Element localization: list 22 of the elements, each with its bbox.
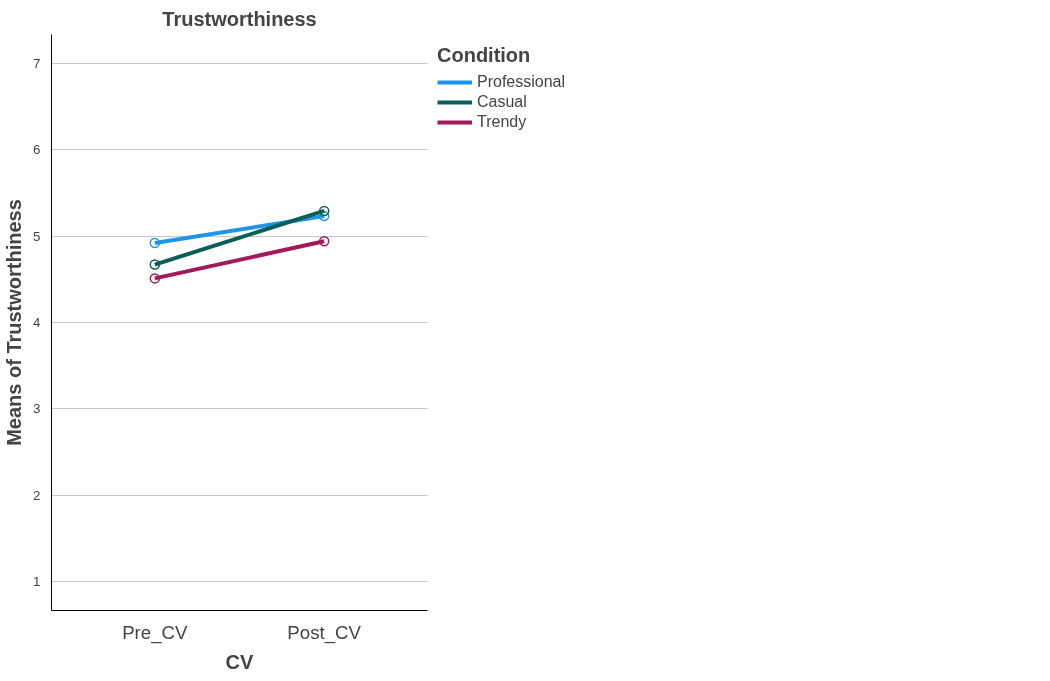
legend-label: Casual: [477, 93, 527, 111]
legend-title: Condition: [437, 44, 532, 67]
x-axis-title: CV: [225, 650, 255, 673]
point: [318, 205, 330, 217]
point: [149, 237, 161, 249]
point: [149, 273, 161, 284]
y-tick-label: 1: [33, 574, 41, 590]
point: [318, 235, 330, 247]
y-tick-label: 2: [33, 487, 41, 503]
x-tick-label: Post_CV: [287, 621, 362, 644]
x-tick-label: Pre_CV: [122, 621, 189, 644]
y-tick-label: 3: [33, 401, 41, 417]
point: [149, 259, 161, 270]
y-tick-label: 7: [33, 55, 41, 71]
legend-label: Trendy: [477, 113, 527, 131]
legend-label: Professional: [477, 73, 566, 91]
y-tick-label: 4: [33, 315, 42, 330]
chart-title: Trustworthiness: [162, 7, 317, 30]
y-tick-label: 6: [33, 142, 41, 158]
y-axis-title: Means of Trustworthiness: [3, 199, 26, 446]
y-tick-label: 5: [33, 228, 41, 244]
point: [318, 210, 330, 222]
